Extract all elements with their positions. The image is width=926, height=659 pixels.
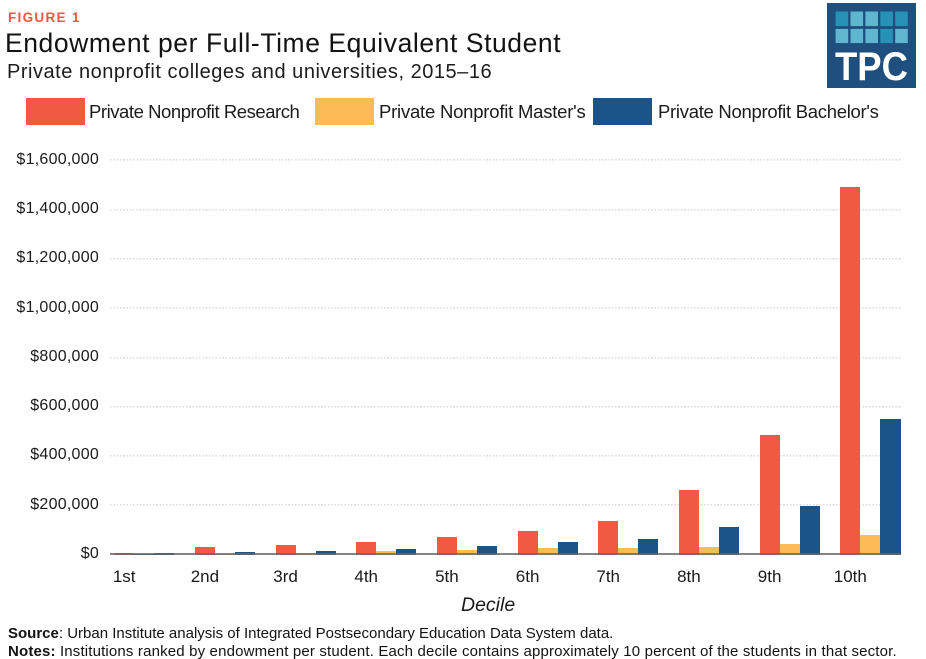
svg-text:TPC: TPC <box>835 45 908 88</box>
